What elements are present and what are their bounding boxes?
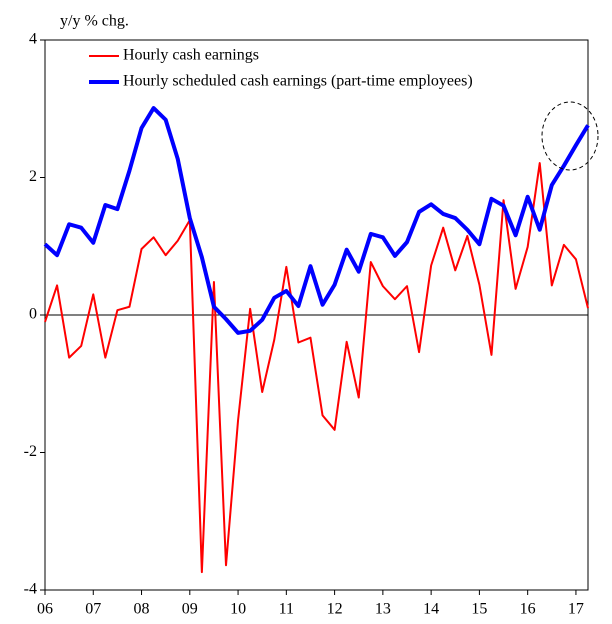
y-tick-label: 2 (29, 168, 37, 185)
series-line (43, 106, 590, 335)
x-tick-label: 14 (423, 601, 439, 618)
highlight-ellipse (541, 101, 599, 171)
legend-label: Hourly scheduled cash earnings (part-tim… (123, 73, 473, 90)
x-tick-label: 16 (520, 601, 536, 618)
y-tick-label: 0 (29, 306, 37, 323)
legend-label: Hourly cash earnings (123, 47, 259, 64)
y-tick-label: -4 (24, 581, 37, 598)
marks (43, 106, 590, 574)
x-tick-label: 10 (230, 601, 246, 618)
x-tick-label: 07 (85, 601, 101, 618)
x-tick-label: 09 (182, 601, 198, 618)
x-tick-label: 12 (327, 601, 343, 618)
x-tick-label: 17 (568, 601, 584, 618)
y-axis-label: y/y % chg. (60, 13, 129, 30)
x-tick-label: 08 (134, 601, 150, 618)
x-tick-label: 06 (37, 601, 53, 618)
x-tick-label: 11 (279, 601, 294, 618)
x-tick-label: 13 (375, 601, 391, 618)
y-tick-label: -2 (24, 443, 37, 460)
series-line (44, 162, 589, 574)
y-tick-label: 4 (29, 31, 37, 48)
x-tick-label: 15 (471, 601, 487, 618)
